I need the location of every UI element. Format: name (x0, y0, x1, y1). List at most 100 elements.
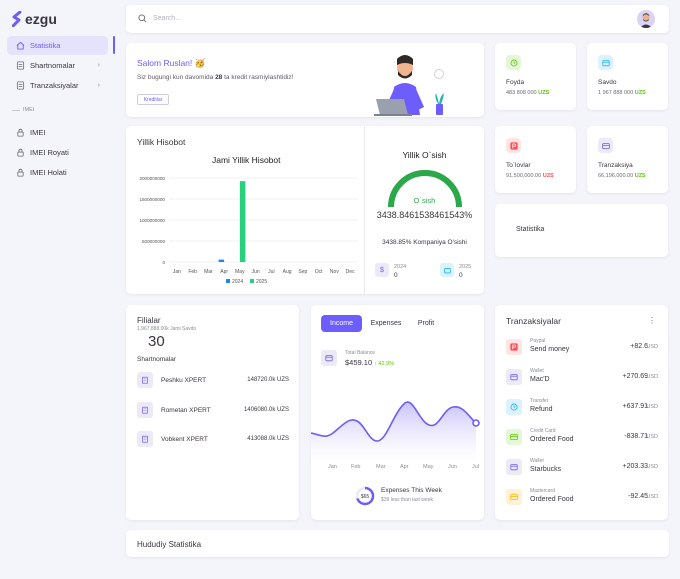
transaction-source: Mastercard (530, 488, 556, 494)
chevron-right-icon: › (97, 82, 100, 89)
foyda-label: Foyda (506, 79, 525, 86)
paypal-icon (506, 138, 521, 153)
legend-swatch (226, 279, 230, 283)
transaction-source: Wallet (530, 458, 544, 464)
y-tick-label: 1500000000 (139, 197, 165, 202)
sidebar: ezgu Statistika Shartnomalar › Tranzaksi… (0, 0, 117, 579)
month-label: May (423, 464, 434, 470)
transaction-amount: +203.33 (622, 463, 649, 470)
filialar-subtitle: 1,967,888.00k Jami Savdo (137, 326, 197, 332)
building-icon (137, 372, 153, 388)
app-logo[interactable]: ezgu (12, 11, 57, 27)
tranzaksiyalar-title: Tranzaksiyalar (506, 316, 561, 326)
savdo-label: Savdo (598, 79, 617, 86)
transaction-name: Mac'D (530, 376, 550, 383)
logo-icon (12, 11, 22, 27)
list-item[interactable]: Rometan XPERT 1406080.0k UZS (137, 402, 289, 418)
tolovlar-card: To`lovlar 91,500,000.00 UZS (495, 126, 576, 193)
year2-value: 0 (459, 272, 463, 279)
app-name: ezgu (25, 11, 57, 27)
hududiy-statistika-card: Hududiy Statistika (126, 530, 669, 557)
dollar-icon: $ (375, 263, 389, 277)
list-item[interactable]: Wallet Mac'D +270.69 USD (506, 368, 658, 386)
clock-icon (506, 55, 521, 70)
transaction-name: Starbucks (530, 466, 562, 473)
y-tick-label: 1000000000 (139, 218, 165, 223)
yillik-hisobot-card: Yillik Hisobot Jami Yillik Hisobot 0 5000… (126, 126, 484, 294)
transaction-amount: +82.6 (630, 343, 648, 350)
transaction-amount: +270.69 (622, 373, 649, 380)
paypal-icon (506, 339, 522, 355)
avatar[interactable] (637, 10, 655, 28)
transaction-amount: +637.91 (622, 403, 649, 410)
bar-2025-May[interactable] (239, 181, 246, 262)
list-item[interactable]: Paypal Send money +82.6 USD (506, 338, 658, 356)
sidebar-item-tranzaksiyalar[interactable]: Tranzaksiyalar › (7, 76, 108, 95)
tab-income[interactable]: Income (321, 315, 362, 332)
x-tick-label: Apr (220, 269, 228, 275)
sidebar-item-imei[interactable]: IMEI (7, 123, 108, 142)
transaction-currency: USD (646, 344, 658, 350)
hududiy-title: Hududiy Statistika (137, 540, 202, 549)
home-icon (15, 41, 25, 50)
shartnomalar-label: Shartnomalar (137, 356, 177, 363)
filialar-title: Filialar (137, 316, 161, 325)
month-label: Feb (351, 464, 361, 470)
x-tick-label: Mar (204, 269, 213, 275)
tab-expenses[interactable]: Expenses (370, 320, 402, 327)
foyda-card: Foyda 483 808 000 UZS (495, 43, 576, 110)
search-icon (138, 14, 147, 23)
x-tick-label: Jan (173, 269, 181, 275)
legend-label[interactable]: 2024 (232, 279, 243, 285)
sidebar-item-label: Statistika (30, 41, 61, 50)
tab-profit[interactable]: Profit (417, 320, 435, 327)
bar-2024-Apr[interactable] (218, 259, 225, 262)
sidebar-scrollbar[interactable] (113, 36, 115, 54)
transaction-name: Refund (530, 406, 553, 413)
total-balance-value: $459.10 ↑ 42.9% (345, 358, 395, 367)
year1-label: 2024 (394, 264, 407, 270)
month-label: Jun (448, 464, 457, 470)
credit-card-icon (598, 138, 613, 153)
transaction-currency: USD (646, 434, 658, 440)
filialar-count: 30 (148, 333, 165, 350)
top-bar: Search... (126, 5, 669, 33)
sidebar-item-imei-royati[interactable]: IMEI Royati (7, 143, 108, 162)
year2-label: 2025 (459, 264, 472, 270)
osish-title: Yillik O`sish (402, 150, 447, 160)
x-tick-label: Nov (330, 269, 339, 275)
wallet-icon (506, 459, 522, 475)
welcome-text: Siz bugungi kun davomida 28 ta kredit ra… (137, 74, 294, 81)
sidebar-item-label: Shartnomalar (30, 61, 76, 70)
wallet-icon (321, 350, 337, 366)
list-item[interactable]: Credit Card Ordered Food -838.71 USD (506, 428, 658, 446)
yillik-title: Yillik Hisobot (137, 137, 186, 147)
transaction-currency: USD (646, 464, 658, 470)
savdo-value: 1 967 888 000 UZS (598, 90, 646, 96)
sidebar-item-imei-holati[interactable]: IMEI Holati (7, 163, 108, 182)
transaction-name: Ordered Food (530, 496, 574, 503)
list-item[interactable]: Transfer Refund +637.91 USD (506, 398, 658, 416)
list-item[interactable]: Peshku XPERT 148720.0k UZS (137, 372, 289, 388)
list-item[interactable]: Mastercard Ordered Food -92.45 USD (506, 488, 658, 506)
list-item[interactable]: Vobkent XPERT 413088.0k UZS (137, 431, 289, 447)
transaction-source: Credit Card (530, 428, 556, 434)
lock-icon (15, 128, 25, 137)
kreditlar-button[interactable]: Kreditlar (137, 94, 169, 105)
transaction-currency: USD (646, 374, 658, 380)
x-tick-label: Sep (298, 269, 307, 275)
more-vertical-icon[interactable]: ⋮ (648, 316, 656, 325)
sidebar-item-statistika[interactable]: Statistika (7, 36, 108, 55)
search-input[interactable]: Search... (153, 15, 182, 22)
list-item[interactable]: Wallet Starbucks +203.33 USD (506, 458, 658, 476)
sidebar-item-label: IMEI Royati (30, 148, 69, 157)
tranzaksiya-label: Tranzaksiya (598, 162, 633, 169)
ring-label: $65 (361, 494, 370, 500)
sidebar-section-imei: IMEI (12, 107, 34, 113)
sidebar-item-shartnomalar[interactable]: Shartnomalar › (7, 56, 108, 75)
x-tick-label: Jul (268, 269, 274, 275)
legend-label[interactable]: 2025 (256, 279, 267, 285)
osish-subtext: 3438.85% Kompaniya O'sishi (382, 239, 467, 246)
transaction-source: Transfer (530, 398, 549, 404)
month-label: Jan (328, 464, 337, 470)
